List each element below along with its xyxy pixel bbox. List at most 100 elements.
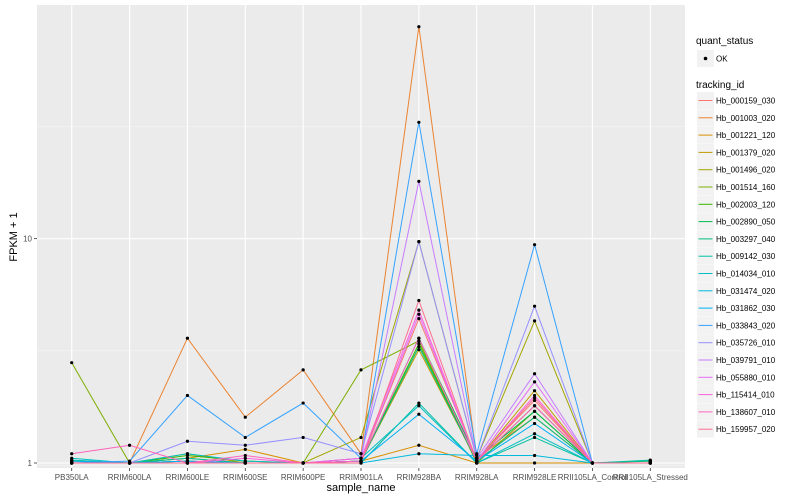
grid-layer [37, 5, 685, 468]
series-points [70, 25, 652, 465]
data-point [417, 179, 421, 183]
legend-label: Hb_035726_010 [716, 339, 776, 348]
data-point [301, 435, 305, 440]
data-point [301, 461, 305, 465]
data-point [185, 439, 190, 443]
legend-label: Hb_002890_050 [716, 218, 776, 227]
data-point [301, 368, 305, 372]
data-point [243, 443, 247, 447]
data-point [185, 452, 190, 456]
data-point [70, 461, 74, 465]
data-point [70, 456, 74, 460]
data-point [532, 421, 537, 426]
x-axis-title: sample_name [326, 482, 395, 494]
data-point [417, 401, 421, 405]
data-point [532, 393, 537, 398]
legend-label: Hb_000159_030 [716, 97, 776, 106]
legend-label: Hb_159957_020 [716, 425, 776, 434]
data-point [532, 398, 537, 403]
data-point [417, 345, 421, 349]
legend-title-quant-status: quant_status [696, 36, 753, 47]
data-point [417, 25, 421, 29]
legend-label: Hb_001003_020 [716, 114, 776, 123]
data-point [532, 304, 537, 308]
data-point [127, 443, 132, 447]
legend-label: Hb_002003_120 [716, 200, 776, 209]
data-point [243, 453, 247, 458]
legend-label: Hb_055880_010 [716, 373, 776, 382]
data-point [532, 415, 537, 419]
data-point [359, 456, 363, 460]
data-point [532, 396, 537, 400]
x-tick-label: RRIM928LA [455, 473, 499, 482]
data-point [532, 389, 537, 393]
x-tick-label: PB350LA [55, 473, 89, 482]
data-point [417, 412, 421, 416]
data-point [417, 240, 421, 244]
legend-label: Hb_001496_020 [716, 166, 776, 175]
data-point [243, 447, 247, 451]
legend-label: Hb_009142_030 [716, 252, 776, 261]
data-point [532, 453, 537, 458]
data-point [127, 461, 132, 465]
data-point [185, 336, 190, 340]
legend-label: Hb_031862_030 [716, 304, 776, 313]
legend-label: Hb_033843_020 [716, 321, 776, 330]
legend-label-ok: OK [716, 55, 728, 64]
data-point [475, 456, 479, 460]
data-point [532, 435, 537, 440]
data-point [243, 415, 247, 419]
data-point [417, 298, 421, 303]
data-point [532, 432, 537, 436]
legend-title-tracking-id: tracking_id [696, 80, 744, 91]
data-point [417, 443, 421, 447]
data-point [243, 461, 247, 465]
x-tick-label: RRIM928LE [513, 473, 557, 482]
data-point [532, 243, 537, 247]
data-point [359, 435, 363, 440]
data-point [70, 452, 74, 456]
data-point [417, 404, 421, 408]
legend-label: Hb_115414_010 [716, 391, 775, 400]
data-point [532, 404, 537, 408]
legend-entries: Hb_000159_030 Hb_001003_020 Hb_001221_120 H… [697, 92, 776, 438]
data-point [243, 456, 247, 460]
data-point [70, 361, 74, 365]
data-point [417, 342, 421, 346]
legend: quant_status OK tracking_id Hb_000159_03… [696, 36, 776, 438]
legend-label: Hb_138607_010 [716, 408, 776, 417]
x-tick-label: RRII105LA_Control [558, 473, 628, 482]
data-point [417, 120, 421, 124]
data-point [648, 461, 652, 465]
data-point [532, 409, 537, 413]
data-point [185, 461, 190, 465]
x-tick-label: RRIM600SE [223, 473, 267, 482]
x-tick-label: RRII105LA_Stressed [613, 473, 688, 482]
y-axis-title: FPKM + 1 [8, 212, 20, 261]
data-point [359, 461, 363, 465]
data-point [648, 458, 652, 462]
data-point [417, 452, 421, 456]
data-point [590, 461, 595, 465]
legend-label: Hb_001221_120 [716, 131, 776, 140]
y-tick-label: 10 [23, 235, 32, 244]
x-axis: PB350LA RRIM600LA RRIM600LE RRIM600SE RRIM60… [55, 468, 688, 482]
data-point [532, 461, 537, 465]
data-point [417, 317, 421, 321]
data-point [417, 339, 421, 343]
data-point [532, 380, 537, 384]
data-point [475, 459, 479, 463]
data-point [417, 336, 421, 340]
data-point [185, 456, 190, 460]
legend-label: Hb_031474_020 [716, 287, 776, 296]
legend-label: Hb_003297_040 [716, 235, 776, 244]
x-tick-label: RRIM901LA [339, 473, 383, 482]
data-point [532, 319, 537, 323]
x-tick-label: RRIM928BA [397, 473, 442, 482]
data-point [301, 401, 305, 405]
data-point [417, 312, 421, 316]
legend-label: Hb_014034_010 [716, 270, 776, 279]
legend-label: Hb_001514_160 [716, 183, 776, 192]
legend-key-ok-point [703, 56, 708, 61]
